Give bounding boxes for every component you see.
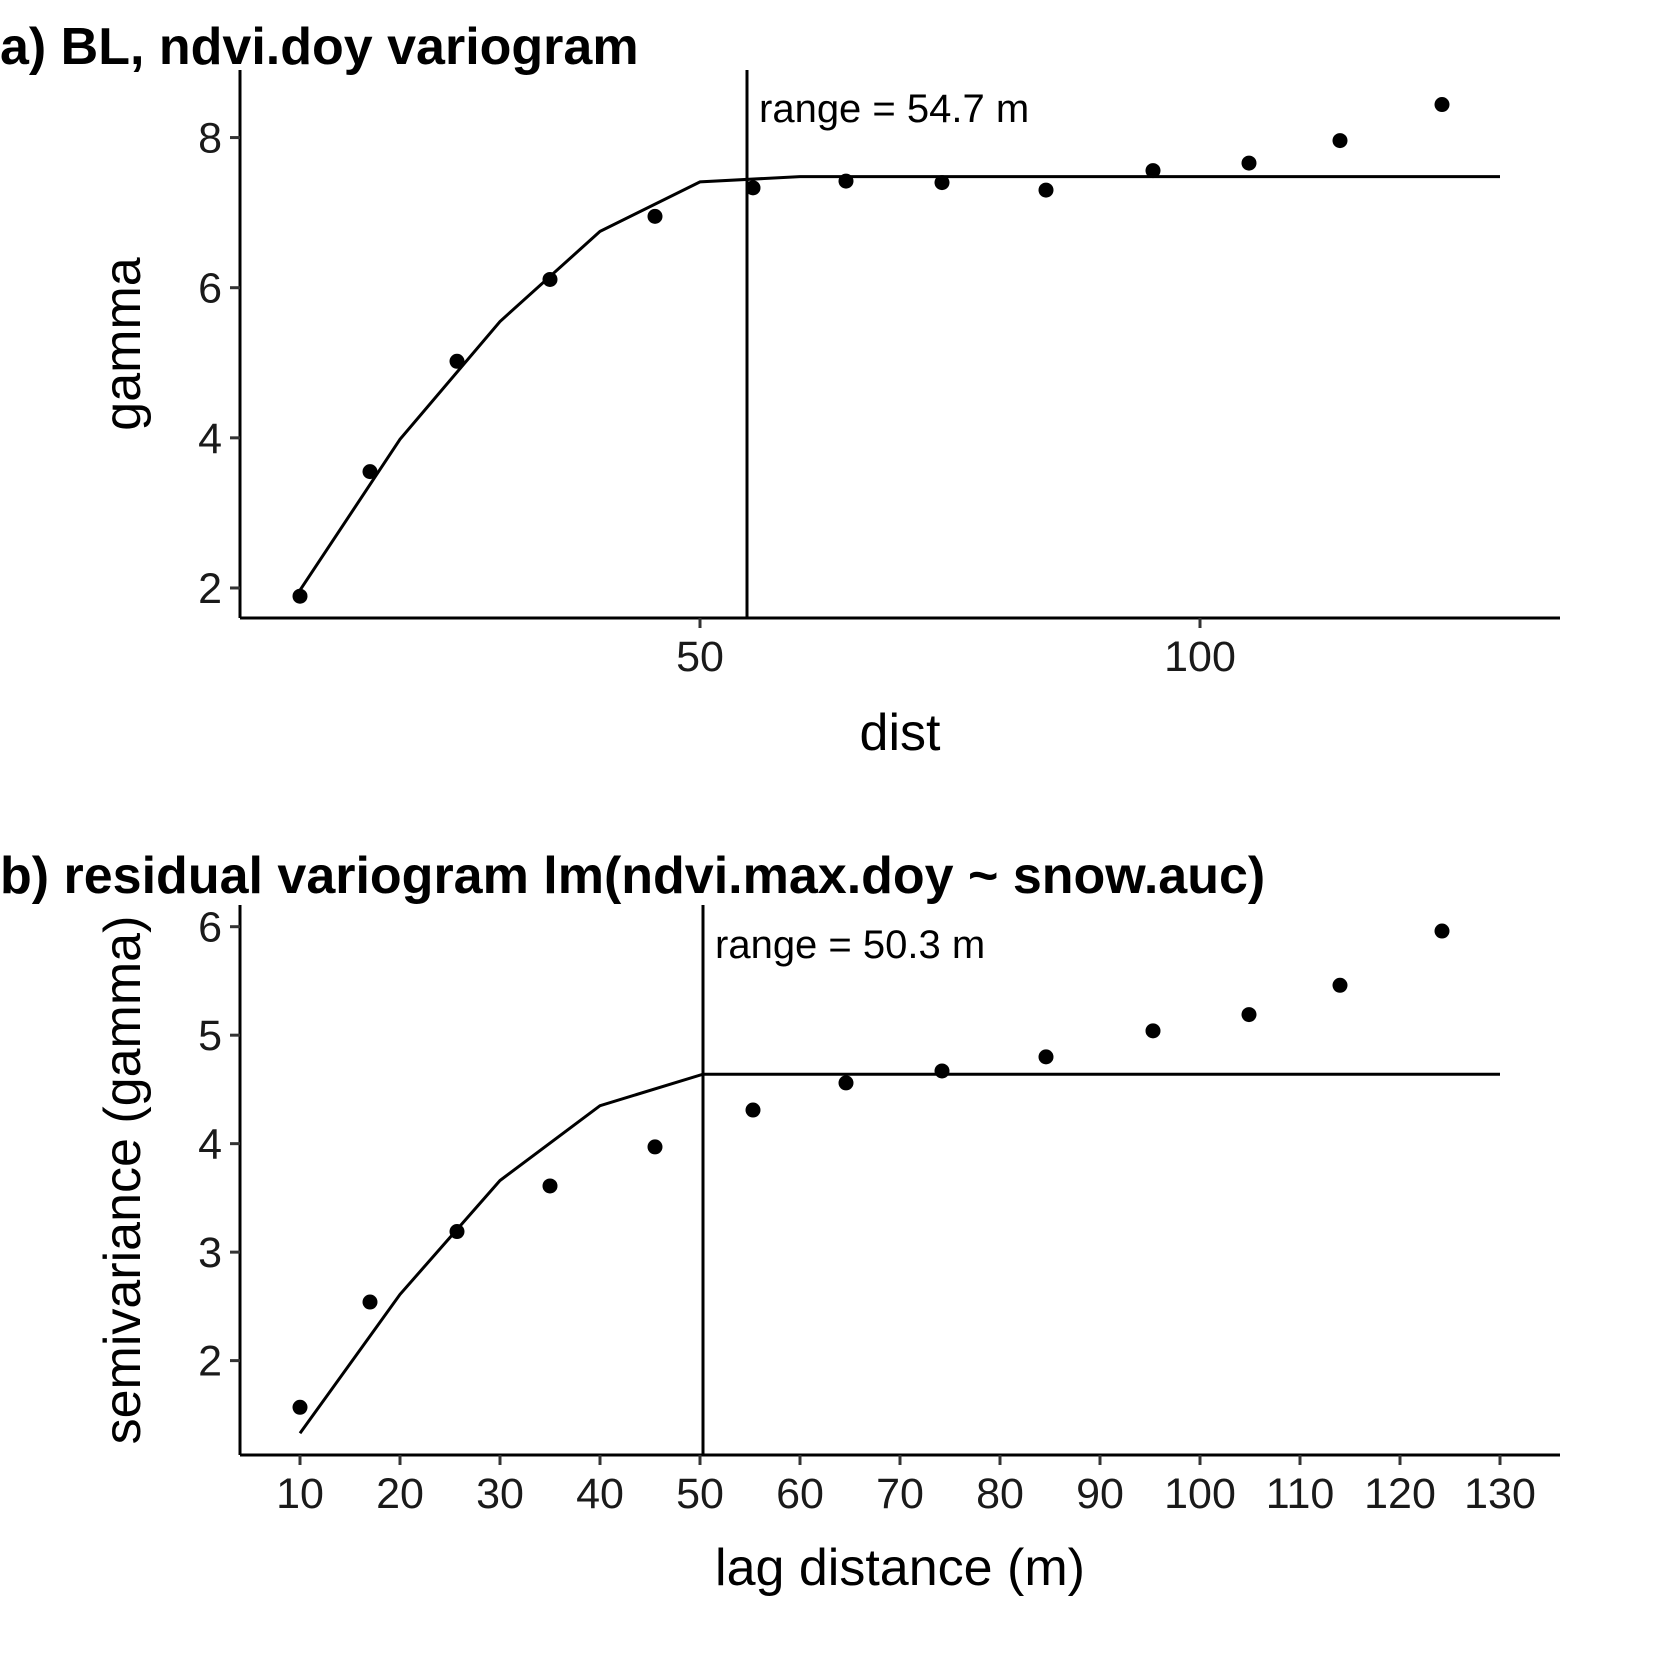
panel-b-x-tick-label: 110 — [1266, 1470, 1335, 1518]
panel-b-y-tick-label: 5 — [198, 1012, 222, 1060]
panel-a-x-tick-label: 50 — [676, 633, 724, 681]
panel-a-y-tick-label: 6 — [198, 265, 222, 313]
panel-b-data-point — [1241, 1007, 1257, 1023]
panel-b-x-tick-label: 60 — [776, 1470, 824, 1518]
panel-a-data-point — [1434, 97, 1450, 113]
panel-a-data-point — [1241, 155, 1257, 171]
panel-a-x-tick-label: 100 — [1164, 633, 1236, 681]
panel-b-x-tick-label: 40 — [576, 1470, 624, 1518]
panel-b-x-axis-title: lag distance (m) — [715, 1539, 1085, 1597]
panel-b-data-point — [292, 1399, 308, 1415]
panel-a-data-point — [542, 271, 558, 287]
panel-a-fitted-model-line — [298, 175, 1500, 592]
panel-a-x-axis-title: dist — [860, 704, 941, 762]
panel-b-y-tick-label: 4 — [198, 1121, 222, 1169]
panel-b-x-tick-label: 100 — [1164, 1470, 1236, 1518]
panel-b-data-point — [647, 1139, 663, 1155]
panel-a-y-tick-label: 4 — [198, 415, 222, 463]
panel-b-y-tick-label: 3 — [198, 1229, 222, 1277]
panel-b-data-point — [934, 1063, 950, 1079]
panel-a-data-point — [362, 464, 378, 480]
panel-b-data-point — [449, 1224, 465, 1240]
panel-a-data-point — [449, 353, 465, 369]
panel-a-y-axis-title: gamma — [94, 257, 152, 430]
panel-b-residual-variogram: b) residual variogram lm(ndvi.max.doy ~ … — [0, 847, 1560, 1597]
panel-b-y-axis-title: semivariance (gamma) — [94, 916, 152, 1445]
panel-b-x-tick-label: 80 — [976, 1470, 1024, 1518]
panel-b-data-point — [1332, 977, 1348, 993]
panel-b-data-point — [1434, 923, 1450, 939]
panel-b-title: b) residual variogram lm(ndvi.max.doy ~ … — [0, 847, 1265, 905]
panel-a-ndvi-doy-variogram: a) BL, ndvi.doy variogram 2 4 6 8 50 100 dist g… — [0, 18, 1560, 762]
panel-b-x-tick-label: 130 — [1464, 1470, 1536, 1518]
panel-a-y-tick-label: 2 — [198, 565, 222, 613]
panel-b-x-tick-label: 50 — [676, 1470, 724, 1518]
panel-a-data-point — [292, 588, 308, 604]
panel-b-x-tick-label: 30 — [476, 1470, 524, 1518]
panel-a-data-point — [647, 208, 663, 224]
panel-b-x-tick-label: 20 — [376, 1470, 424, 1518]
panel-b-data-point — [838, 1075, 854, 1091]
panel-b-data-point — [542, 1178, 558, 1194]
panel-a-data-point — [1038, 182, 1054, 198]
panel-b-range-label: range = 50.3 m — [715, 923, 985, 967]
panel-b-y-tick-label: 6 — [198, 904, 222, 952]
panel-b-data-point — [745, 1102, 761, 1118]
panel-a-data-point — [745, 180, 761, 196]
panel-a-data-point — [1332, 133, 1348, 149]
panel-b-x-tick-label: 70 — [876, 1470, 924, 1518]
panel-b-x-tick-label: 90 — [1076, 1470, 1124, 1518]
panel-a-y-tick-label: 8 — [198, 115, 222, 163]
panel-a-title: a) BL, ndvi.doy variogram — [0, 18, 639, 76]
panel-b-y-tick-label: 2 — [198, 1338, 222, 1386]
panel-a-data-point — [838, 173, 854, 189]
panel-a-range-label: range = 54.7 m — [759, 87, 1029, 131]
panel-a-data-point — [934, 175, 950, 191]
panel-a-data-point — [1145, 163, 1161, 179]
panel-b-x-tick-label: 10 — [276, 1470, 324, 1518]
panel-b-fitted-model-line — [298, 1072, 1500, 1435]
panel-b-x-tick-label: 120 — [1364, 1470, 1436, 1518]
panel-b-data-point — [1038, 1049, 1054, 1065]
panel-b-data-point — [1145, 1023, 1161, 1039]
panel-b-data-point — [362, 1294, 378, 1310]
